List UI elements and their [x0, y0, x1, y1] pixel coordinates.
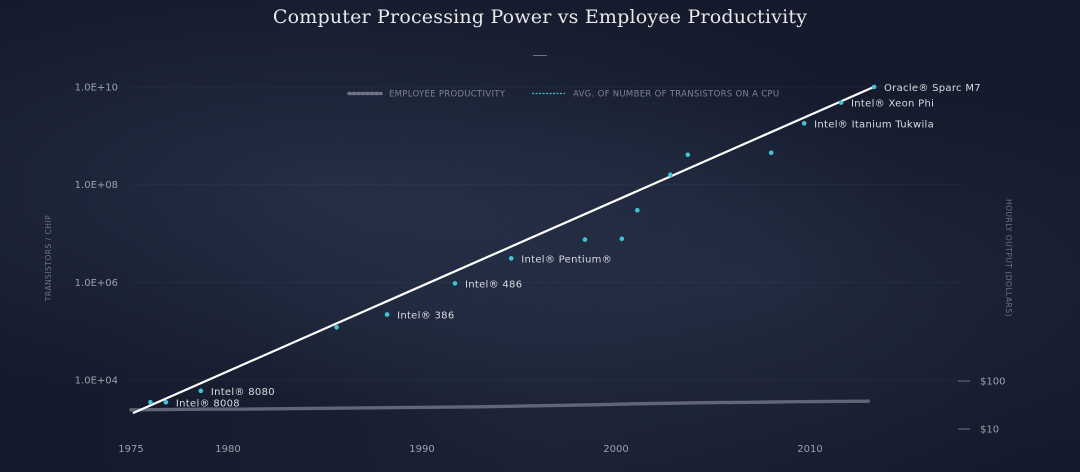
legend-label: AVG. OF NUMBER OF TRANSISTORS ON A CPU	[573, 90, 779, 100]
productivity-line	[129, 399, 870, 412]
data-point	[163, 399, 169, 405]
point-label: Intel® Xeon Phi	[851, 99, 934, 110]
point-label: Intel® 8080	[211, 387, 275, 398]
x-tick-label: 1980	[215, 444, 240, 455]
y-right-tick-label: $100	[980, 377, 1005, 388]
x-tick-label: 1975	[118, 444, 143, 455]
point-label: Intel® 486	[465, 279, 522, 290]
data-point	[838, 100, 844, 105]
axes: 1.0E+10 1.0E+08 1.0E+06 1.0E+04 1975 1980 1990…	[44, 83, 1013, 456]
data-point	[619, 236, 625, 242]
y-left-tick-label: 1.0E+10	[75, 83, 118, 94]
transistor-points	[148, 84, 877, 405]
data-point	[768, 150, 774, 156]
data-point	[668, 172, 673, 177]
x-tick-label: 2010	[797, 444, 822, 455]
y-right-tick-label: $10	[980, 425, 999, 436]
point-label: Intel® 8008	[176, 398, 240, 409]
data-point	[635, 207, 640, 213]
data-point	[508, 256, 514, 261]
legend-label: EMPLOYEE PRODUCTIVITY	[389, 90, 506, 100]
productivity-series	[129, 399, 870, 412]
data-point	[685, 152, 691, 158]
data-point	[148, 399, 153, 405]
data-point	[198, 388, 204, 394]
legend: EMPLOYEE PRODUCTIVITY AVG. OF NUMBER OF T…	[347, 90, 779, 100]
trend-line	[132, 84, 877, 415]
point-label: Intel® 386	[397, 310, 454, 321]
data-point	[582, 237, 588, 242]
data-point	[871, 84, 877, 90]
transistor-trend	[132, 84, 877, 415]
point-label: Intel® Itanium Tukwila	[814, 119, 934, 130]
data-point	[384, 312, 390, 317]
y-left-tick-label: 1.0E+06	[75, 278, 118, 289]
point-label: Oracle® Sparc M7	[884, 83, 981, 94]
chart-title: Computer Processing Power vs Employee Pr…	[272, 6, 808, 28]
x-tick-label: 1990	[409, 444, 434, 455]
data-point	[452, 281, 458, 286]
legend-item-productivity[interactable]: EMPLOYEE PRODUCTIVITY	[347, 90, 506, 100]
point-label: Intel® Pentium®	[521, 254, 612, 265]
legend-item-transistors[interactable]: AVG. OF NUMBER OF TRANSISTORS ON A CPU	[532, 90, 779, 100]
y-right-axis-title: HOURLY OUTPUT (DOLLARS)	[1004, 199, 1013, 317]
title-divider	[533, 55, 547, 56]
y-left-tick-label: 1.0E+04	[75, 376, 118, 387]
y-left-axis-title: TRANSISTORS / CHIP	[44, 215, 53, 302]
x-tick-label: 2000	[603, 444, 628, 455]
data-point	[801, 121, 807, 126]
gridlines	[131, 86, 960, 381]
data-point	[334, 325, 339, 330]
y-left-tick-label: 1.0E+08	[75, 180, 118, 191]
